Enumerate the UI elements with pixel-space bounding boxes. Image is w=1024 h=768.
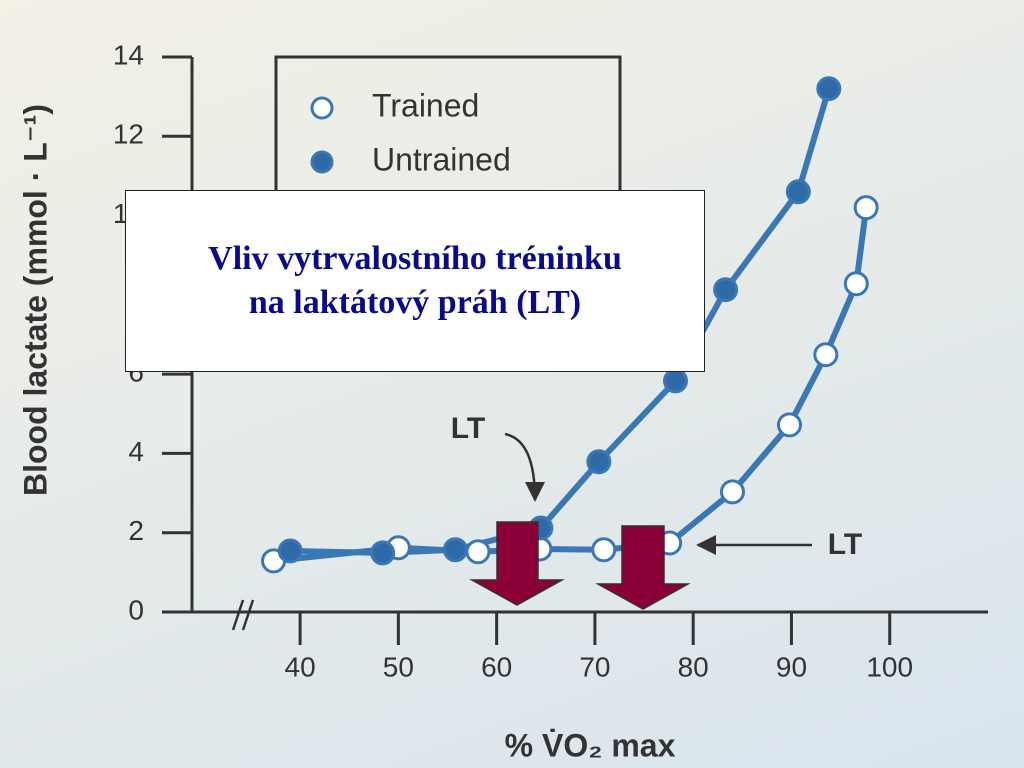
- data-point: [843, 271, 869, 297]
- callout-box: Vliv vytrvalostního tréninku na laktátov…: [125, 190, 705, 372]
- legend-marker: [310, 150, 334, 174]
- data-point: [662, 368, 688, 394]
- y-axis-label: Blood lactate (mmol · L⁻¹): [17, 104, 53, 496]
- data-point: [776, 412, 802, 438]
- data-point: [442, 537, 468, 563]
- y-tick-label: 14: [113, 39, 144, 70]
- x-tick-label: 60: [481, 651, 512, 682]
- data-point: [816, 76, 842, 102]
- x-tick-label: 100: [866, 651, 913, 682]
- data-point: [586, 449, 612, 475]
- data-point: [370, 540, 396, 566]
- callout-line: na laktátový práh (LT): [248, 284, 582, 321]
- legend-label: Trained: [372, 87, 479, 123]
- data-point: [713, 277, 739, 303]
- x-tick-label: 80: [678, 651, 709, 682]
- legend-box: [274, 55, 622, 209]
- x-tick-label: 50: [383, 651, 414, 682]
- axis-break: [231, 599, 255, 631]
- data-point: [853, 195, 879, 221]
- data-point: [591, 537, 617, 563]
- x-axis-label: % V̇O₂ max: [505, 727, 676, 763]
- legend-label: Untrained: [372, 141, 511, 177]
- data-point: [813, 342, 839, 368]
- callout-line: Vliv vytrvalostního tréninku: [208, 239, 622, 277]
- x-tick-label: 40: [285, 651, 316, 682]
- data-point: [528, 515, 554, 541]
- x-tick-label: 70: [579, 651, 610, 682]
- data-point: [277, 538, 303, 564]
- data-point: [719, 479, 745, 505]
- y-tick-label: 12: [113, 119, 144, 150]
- data-point: [465, 539, 491, 565]
- legend-marker: [310, 96, 334, 120]
- y-tick-label: 4: [128, 436, 144, 467]
- annotation: LT: [451, 412, 485, 445]
- data-point: [657, 530, 683, 556]
- data-point: [785, 179, 811, 205]
- y-tick-label: 2: [128, 515, 144, 546]
- x-tick-label: 90: [776, 651, 807, 682]
- annotation-arrow: [504, 432, 545, 502]
- annotation: LT: [828, 528, 862, 561]
- data-point: [527, 536, 553, 562]
- y-tick-label: 0: [128, 594, 144, 625]
